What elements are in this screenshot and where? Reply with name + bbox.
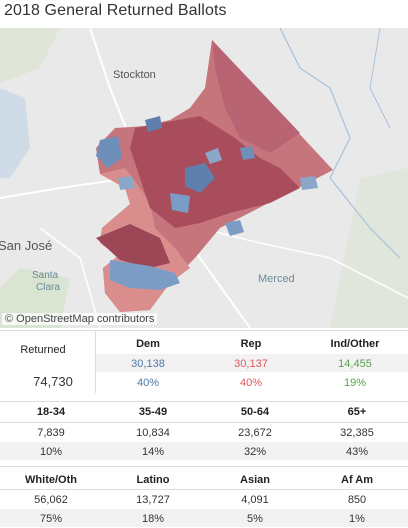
place-label-san-jose: San José	[0, 238, 52, 253]
eth-header-asian: Asian	[240, 474, 270, 486]
divider	[0, 489, 408, 490]
eth-count: 850	[347, 494, 367, 506]
place-label-santa-clara-line2: Clara	[36, 282, 60, 293]
party-header-dem: Dem	[136, 338, 160, 350]
place-label-santa-clara: Santa Clara	[32, 270, 61, 293]
map-terrain	[0, 28, 60, 83]
row-shade	[0, 442, 408, 460]
age-header-18-34: 18-34	[36, 406, 66, 418]
map-river	[369, 28, 391, 129]
age-count: 23,672	[238, 427, 272, 439]
divider	[0, 330, 408, 331]
age-header-65: 65+	[347, 406, 367, 418]
returned-value: 74,730	[33, 374, 73, 389]
age-header-35-49: 35-49	[138, 406, 168, 418]
eth-pct: 5%	[247, 513, 263, 525]
eth-header-afam: Af Am	[341, 474, 373, 486]
map-road	[39, 227, 101, 328]
row-shade	[0, 509, 408, 527]
age-count: 10,834	[136, 427, 170, 439]
district-region-dem[interactable]	[300, 176, 318, 190]
eth-header-white: White/Oth	[25, 474, 77, 486]
map-river	[329, 177, 401, 259]
district-region-dem[interactable]	[96, 136, 122, 168]
place-label-stockton: Stockton	[113, 69, 156, 81]
eth-pct: 1%	[349, 513, 365, 525]
district-map[interactable]: Stockton San José Santa Clara Merced	[0, 28, 408, 328]
map-water	[0, 88, 30, 178]
eth-count: 4,091	[241, 494, 269, 506]
map-road	[0, 177, 131, 199]
district-region-dem[interactable]	[110, 260, 180, 290]
rep-pct: 40%	[239, 377, 263, 389]
eth-pct: 18%	[141, 513, 165, 525]
district-region-dem[interactable]	[240, 146, 255, 160]
rep-count: 30,137	[234, 358, 268, 370]
eth-pct: 75%	[39, 513, 63, 525]
age-pct: 43%	[345, 446, 369, 458]
district-region-dem[interactable]	[118, 176, 135, 190]
divider	[0, 401, 408, 402]
district-region-dem[interactable]	[185, 163, 215, 193]
map-river	[279, 28, 351, 179]
ind-count: 14,455	[338, 358, 372, 370]
age-pct: 32%	[243, 446, 267, 458]
page-title: 2018 General Returned Ballots	[4, 2, 227, 19]
district-region-dem[interactable]	[205, 148, 222, 164]
eth-count: 56,062	[34, 494, 68, 506]
district-region[interactable]	[96, 224, 170, 268]
dem-count: 30,138	[131, 358, 165, 370]
age-header-50-64: 50-64	[240, 406, 270, 418]
age-count: 7,839	[37, 427, 65, 439]
map-attribution[interactable]: © OpenStreetMap contributors	[2, 313, 158, 325]
age-pct: 14%	[141, 446, 165, 458]
district-region-dem[interactable]	[145, 116, 162, 132]
place-label-santa-clara-line1: Santa	[32, 270, 59, 281]
divider	[0, 422, 408, 423]
dem-pct: 40%	[136, 377, 160, 389]
ind-pct: 19%	[343, 377, 367, 389]
returned-label: Returned	[20, 344, 66, 356]
eth-count: 13,727	[136, 494, 170, 506]
age-pct: 10%	[39, 446, 63, 458]
row-shade	[96, 354, 408, 372]
eth-header-latino: Latino	[136, 474, 170, 486]
district-region-dem[interactable]	[225, 220, 244, 236]
place-label-merced: Merced	[258, 273, 295, 285]
party-header-rep: Rep	[240, 338, 262, 350]
age-count: 32,385	[340, 427, 374, 439]
party-header-ind: Ind/Other	[330, 338, 380, 350]
district-region-dem[interactable]	[170, 193, 190, 213]
divider	[95, 331, 96, 393]
district-region[interactable]	[212, 40, 300, 153]
divider	[0, 466, 408, 467]
